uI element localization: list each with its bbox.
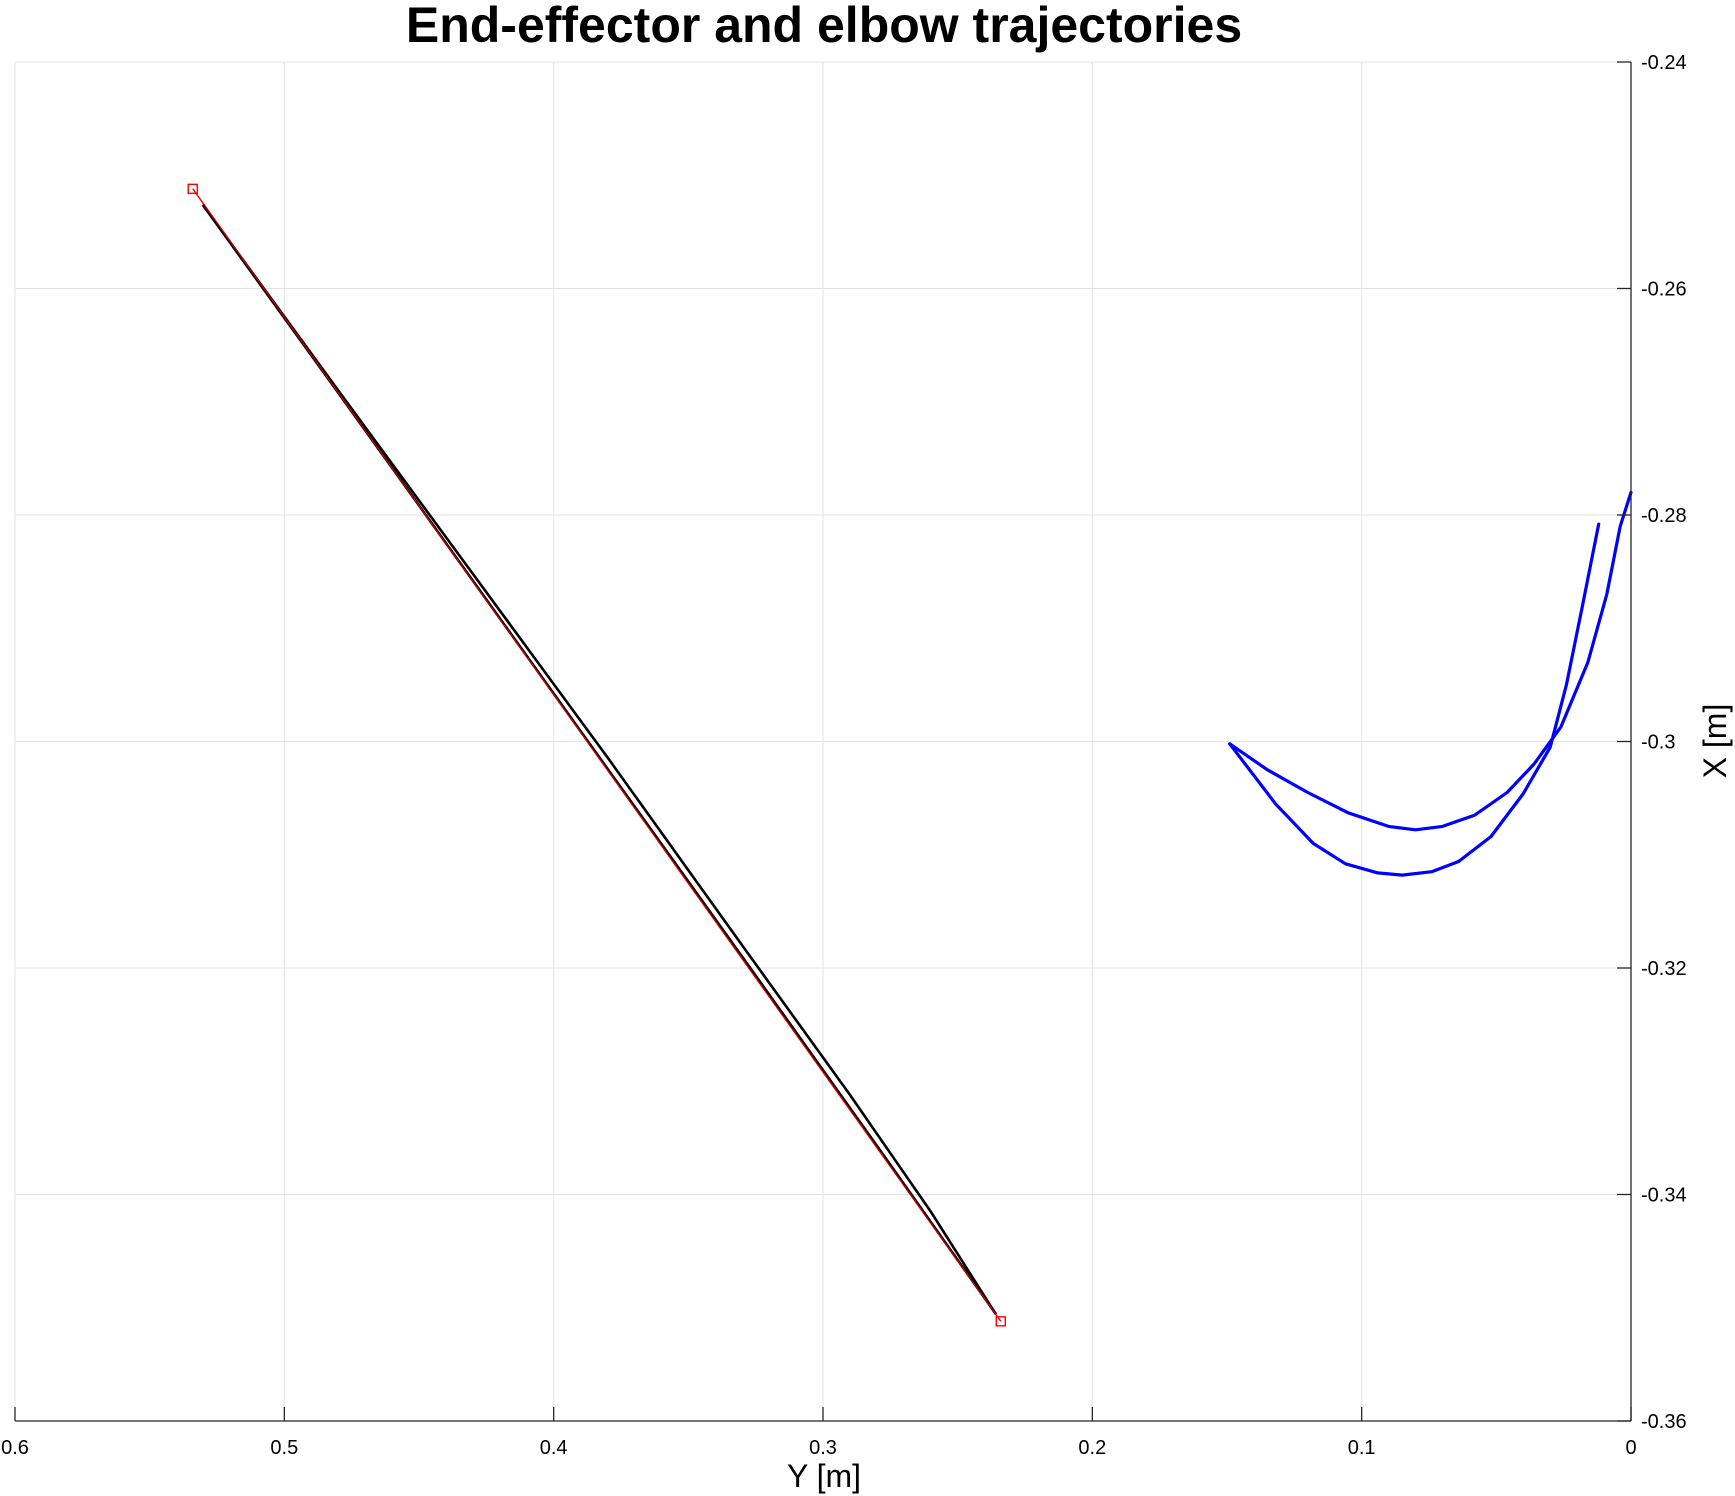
y-tick-label: -0.26 [1641,279,1687,301]
reference-point-marker [187,183,198,195]
axes [14,61,1632,1422]
reference-point-marker [995,1316,1006,1327]
y-tick-label: -0.24 [1641,52,1687,74]
x-tick-label: 0.2 [1078,1437,1106,1459]
y-tick-label: -0.28 [1641,505,1687,527]
series-layer [187,183,1633,1327]
y-tick-label: -0.36 [1641,1411,1687,1433]
x-tick-label: 0 [1625,1437,1636,1459]
y-axis-label: X [m] [1697,704,1733,779]
y-tick-label: -0.32 [1641,958,1687,980]
y-tick-label: -0.3 [1641,732,1675,754]
end-effector-back-line [202,204,997,1315]
x-tick-label: 0.1 [1348,1437,1376,1459]
x-tick-label: 0.3 [809,1437,837,1459]
elbow-out-line [1228,490,1633,832]
reference-path-overlay [192,188,1002,1322]
x-tick-label: 0.4 [540,1437,568,1459]
elbow-back-line [1228,522,1601,877]
tick-labels: 0.6 0.5 0.4 0.3 0.2 0.1 0 -0.24 -0.26 -0.28 -0.3 -0… [1,52,1687,1459]
x-tick-label: 0.5 [270,1437,298,1459]
x-axis-label: Y [m] [787,1458,861,1494]
y-tick-label: -0.34 [1641,1185,1687,1207]
x-tick-label: 0.6 [1,1437,29,1459]
chart-title: End-effector and elbow trajectories [406,0,1242,53]
